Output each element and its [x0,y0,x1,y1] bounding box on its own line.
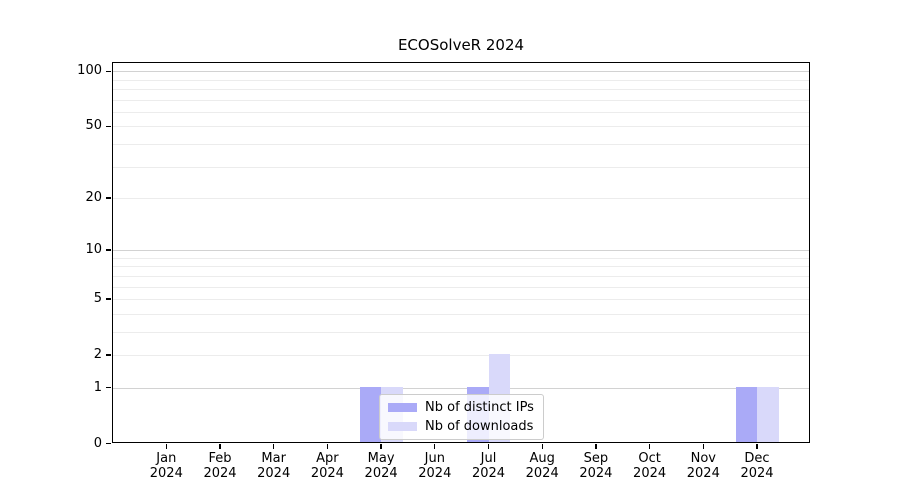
y-tick-100 [106,70,111,72]
gridline-1 [112,387,810,389]
gridline-40 [112,144,810,145]
x-tick-apr [326,443,329,449]
x-tick-label-jan: Jan 2024 [134,451,198,481]
gridline-7 [112,275,810,277]
legend: Nb of distinct IPs Nb of downloads [379,394,544,440]
x-tick-month: Sep [583,451,609,466]
x-tick-label-sep: Sep 2024 [564,451,628,481]
x-tick-year: 2024 [310,466,344,481]
gridline-5 [112,298,810,300]
x-tick-nov [702,443,704,449]
x-tick-month: Aug [529,451,555,466]
plot-area [112,62,810,443]
x-tick-oct [648,443,651,449]
y-tick-label-5: 5 [93,290,102,306]
y-tick-5 [106,298,111,300]
x-tick-label-oct: Oct 2024 [618,451,682,481]
x-tick-label-jul: Jul 2024 [457,451,521,481]
gridline-80 [112,89,810,91]
x-tick-month: Feb [208,451,232,466]
x-tick-label-jun: Jun 2024 [403,451,467,481]
x-tick-year: 2024 [257,466,291,481]
gridline-2 [112,354,810,356]
legend-item-distinct-ips: Nb of distinct IPs [388,400,534,415]
y-tick-label-0: 0 [93,435,102,451]
x-tick-month: Jan [156,451,177,466]
x-tick-year: 2024 [203,466,237,481]
x-tick-year: 2024 [633,466,667,481]
x-tick-year: 2024 [418,466,452,481]
gridline-50 [112,126,810,128]
bar-dec-downloads [757,387,779,443]
gridline-100 [112,71,810,73]
gridline-4 [112,313,810,315]
x-tick-month: May [367,451,395,466]
legend-swatch-downloads [388,422,417,431]
x-tick-label-apr: Apr 2024 [295,451,359,481]
x-tick-label-dec: Dec 2024 [725,451,789,481]
x-tick-month: Dec [744,451,770,466]
x-tick-year: 2024 [686,466,720,481]
x-tick-month: Jul [480,451,497,466]
gridline-60 [112,111,810,113]
gridline-8 [112,266,810,268]
x-tick-aug [541,443,543,449]
y-tick-label-10: 10 [85,242,102,258]
x-tick-year: 2024 [740,466,774,481]
legend-item-downloads: Nb of downloads [388,419,534,434]
x-tick-month: Oct [638,451,661,466]
x-tick-year: 2024 [525,466,559,481]
y-tick-1 [106,386,111,389]
legend-label-distinct-ips: Nb of distinct IPs [425,400,534,415]
y-tick-label-1: 1 [93,379,102,395]
y-tick-label-2: 2 [93,346,102,362]
x-tick-jul [487,443,490,449]
x-tick-sep [595,443,597,449]
bar-dec-distinct-ips [735,387,757,443]
x-tick-year: 2024 [364,466,398,481]
y-tick-label-50: 50 [85,118,102,134]
gridline-3 [112,331,810,333]
y-tick-10 [106,249,111,251]
x-tick-month: Jun [424,451,445,466]
x-tick-feb [219,443,221,449]
gridline-90 [112,79,810,81]
y-tick-2 [106,354,111,356]
gridline-10 [112,250,810,252]
x-tick-label-aug: Aug 2024 [510,451,574,481]
x-tick-label-feb: Feb 2024 [188,451,252,481]
x-tick-jan [165,443,167,449]
x-tick-mar [273,443,275,449]
gridline-6 [112,286,810,288]
x-tick-label-nov: Nov 2024 [671,451,735,481]
x-tick-dec [756,443,758,449]
legend-label-downloads: Nb of downloads [425,419,534,434]
gridline-30 [112,166,810,168]
y-tick-0 [106,442,111,445]
bar-may-distinct-ips [359,387,382,443]
x-tick-label-mar: Mar 2024 [242,451,306,481]
gridline-9 [112,257,810,259]
chart-title: ECOSolveR 2024 [397,36,525,54]
x-tick-year: 2024 [149,466,183,481]
legend-swatch-distinct-ips [388,403,417,412]
x-tick-year: 2024 [471,466,506,481]
gridline-20 [112,197,810,199]
x-tick-month: Apr [316,451,339,466]
y-tick-label-20: 20 [85,189,102,205]
y-tick-20 [106,197,111,199]
x-tick-year: 2024 [579,466,613,481]
y-tick-50 [106,125,111,128]
y-tick-label-100: 100 [77,63,102,79]
x-tick-may [380,443,382,449]
x-tick-month: Nov [690,451,716,466]
x-tick-label-may: May 2024 [349,451,413,481]
gridline-70 [112,99,810,101]
x-tick-month: Mar [261,451,286,466]
x-tick-jun [434,443,436,449]
